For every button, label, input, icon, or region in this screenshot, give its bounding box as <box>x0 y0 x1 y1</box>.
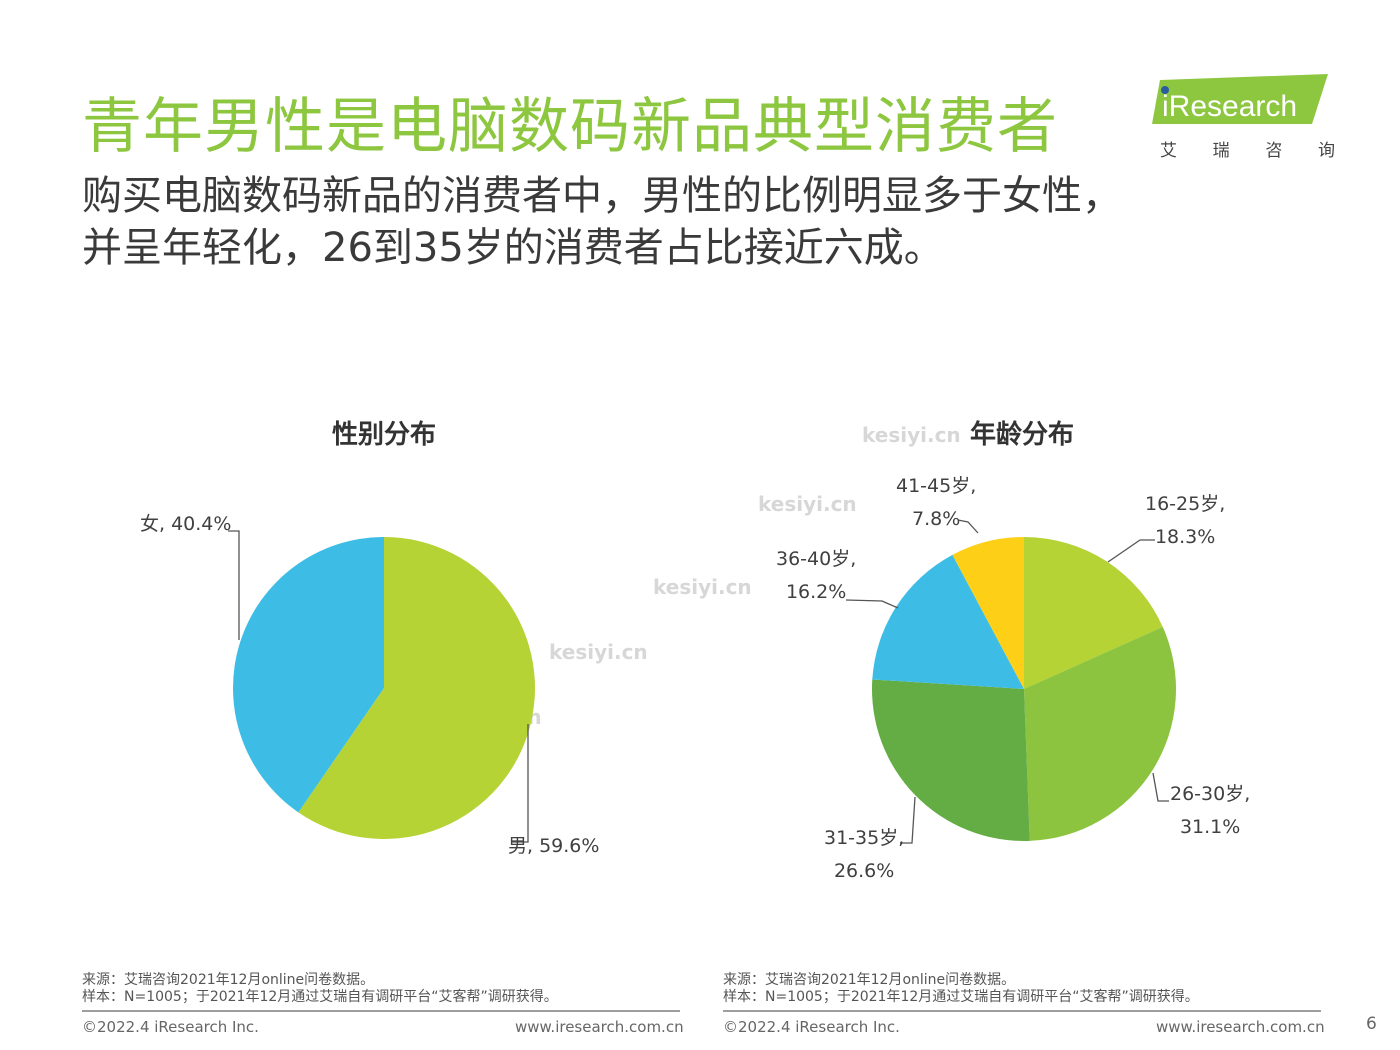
gender-chart-title: 性别分布 <box>332 420 437 450</box>
slice-label-36-40-name: 36-40岁, <box>776 548 857 570</box>
logo-char-4: 询 <box>1317 141 1335 161</box>
age-leader-16-25 <box>1107 539 1155 563</box>
age-leader-26-30 <box>1152 772 1169 802</box>
watermark: kesiyi.cn <box>758 492 857 516</box>
logo-brand-text: iResearch <box>1162 90 1297 123</box>
footer-divider-right <box>723 1010 1321 1012</box>
url-left: www.iresearch.com.cn <box>515 1018 684 1036</box>
copyright-right: ©2022.4 iResearch Inc. <box>723 1018 900 1036</box>
gender-leader-female <box>228 530 240 640</box>
slice-label-16-25-name: 16-25岁, <box>1145 493 1226 515</box>
age-chart-title: 年龄分布 <box>970 420 1075 450</box>
watermark: kesiyi.cn <box>653 575 752 599</box>
slice-label-26-30-name: 26-30岁, <box>1170 783 1251 805</box>
slice-label-41-45: 41-45岁, 7.8% <box>896 470 976 536</box>
slice-label-31-35-name: 31-35岁, <box>824 827 905 849</box>
age-slice-0 <box>1024 537 1163 689</box>
slice-label-41-45-value: 7.8% <box>911 508 961 530</box>
source-note-left: 来源：艾瑞咨询2021年12月online问卷数据。 样本：N=1005；于20… <box>82 972 558 1006</box>
slice-label-male: 男, 59.6% <box>508 835 600 857</box>
slice-label-36-40-value: 16.2% <box>785 581 847 603</box>
url-right: www.iresearch.com.cn <box>1156 1018 1325 1036</box>
slice-label-female: 女, 40.4% <box>140 513 232 535</box>
copyright-left: ©2022.4 iResearch Inc. <box>82 1018 259 1036</box>
source-text: 来源：艾瑞咨询2021年12月online问卷数据。 <box>723 972 1016 988</box>
page-number: 6 <box>1366 1014 1377 1034</box>
logo-char-1: 艾 <box>1160 141 1177 161</box>
slice-label-41-45-name: 41-45岁, <box>896 475 977 497</box>
age-leader-41-45 <box>957 519 979 534</box>
slice-label-16-25: 16-25岁, 18.3% <box>1145 488 1225 554</box>
age-slice-1 <box>1024 626 1176 841</box>
logo-char-2: 瑞 <box>1212 141 1230 161</box>
iresearch-logo: iResearch <box>1152 74 1328 124</box>
age-slice-4 <box>952 537 1024 689</box>
age-slice-2 <box>872 679 1030 841</box>
subtitle-line-2: 并呈年轻化，26到35岁的消费者占比接近六成。 <box>82 225 944 271</box>
watermark: kesiyi.cn <box>549 640 648 664</box>
gender-leader-male <box>512 724 529 843</box>
slice-label-36-40: 36-40岁, 16.2% <box>776 543 856 609</box>
slice-label-16-25-value: 18.3% <box>1154 526 1216 548</box>
footer-divider-left <box>82 1010 680 1012</box>
age-leader-31-35 <box>900 796 916 844</box>
source-note-right: 来源：艾瑞咨询2021年12月online问卷数据。 样本：N=1005；于20… <box>723 972 1199 1006</box>
subtitle-line-1: 购买电脑数码新品的消费者中，男性的比例明显多于女性， <box>82 173 1122 219</box>
logo-cn-text: 艾 瑞 咨 询 <box>1160 136 1335 161</box>
slice-label-31-35-value: 26.6% <box>833 860 895 882</box>
age-leader-36-40 <box>845 599 899 609</box>
slice-label-26-30: 26-30岁, 31.1% <box>1170 778 1250 844</box>
watermark: kesiyi.cn <box>862 423 961 447</box>
sample-text: 样本：N=1005；于2021年12月通过艾瑞自有调研平台“艾客帮”调研获得。 <box>82 989 558 1005</box>
slice-label-26-30-value: 31.1% <box>1179 816 1241 838</box>
age-slice-3 <box>872 554 1024 689</box>
source-text: 来源：艾瑞咨询2021年12月online问卷数据。 <box>82 972 375 988</box>
page-title: 青年男性是电脑数码新品典型消费者 <box>82 92 1058 162</box>
gender-slice-1 <box>233 537 384 813</box>
logo-char-3: 咨 <box>1265 141 1283 161</box>
sample-text: 样本：N=1005；于2021年12月通过艾瑞自有调研平台“艾客帮”调研获得。 <box>723 989 1199 1005</box>
slice-label-31-35: 31-35岁, 26.6% <box>824 822 904 888</box>
page-subtitle: 购买电脑数码新品的消费者中，男性的比例明显多于女性， 并呈年轻化，26到35岁的… <box>82 170 1332 274</box>
gender-slice-0 <box>298 537 536 839</box>
